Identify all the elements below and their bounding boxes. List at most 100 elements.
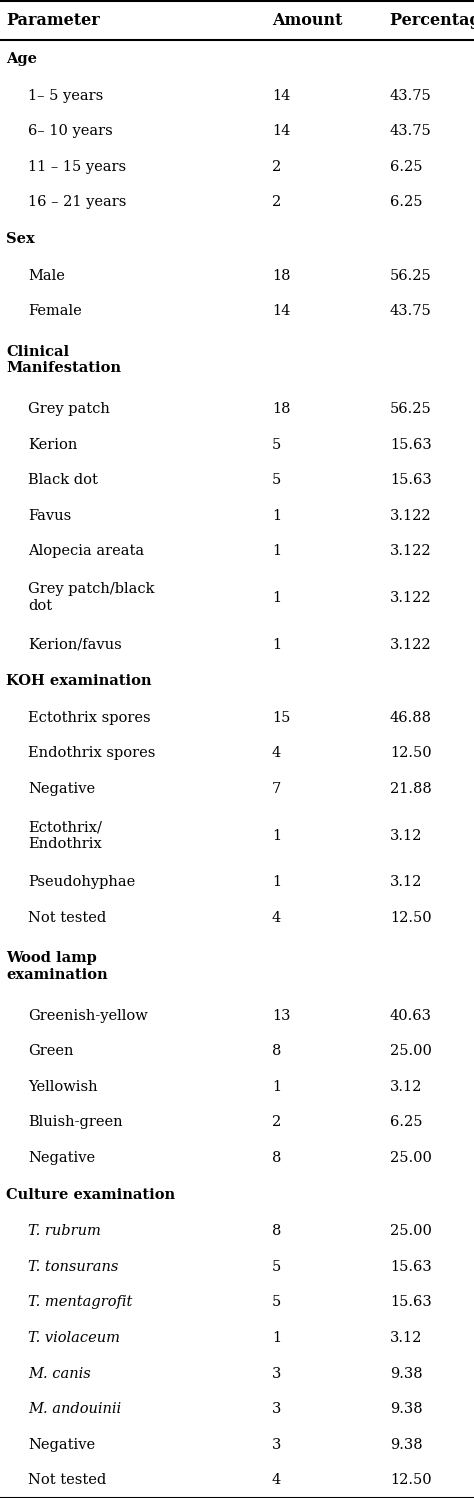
Text: 1: 1 (272, 828, 281, 843)
Text: 1– 5 years: 1– 5 years (28, 88, 103, 102)
Text: Female: Female (28, 304, 82, 318)
Text: 2: 2 (272, 160, 281, 174)
Text: 9.38: 9.38 (390, 1402, 423, 1416)
Text: 12.50: 12.50 (390, 746, 432, 761)
Text: Not tested: Not tested (28, 1473, 106, 1488)
Text: 43.75: 43.75 (390, 88, 432, 102)
Text: Grey patch: Grey patch (28, 401, 110, 416)
Text: 14: 14 (272, 304, 291, 318)
Text: 6.25: 6.25 (390, 160, 422, 174)
Text: 15.63: 15.63 (390, 473, 432, 487)
Text: 1: 1 (272, 590, 281, 605)
Text: 3.12: 3.12 (390, 1332, 422, 1345)
Text: 8: 8 (272, 1044, 282, 1058)
Text: M. andouinii: M. andouinii (28, 1402, 121, 1416)
Text: 15.63: 15.63 (390, 1260, 432, 1273)
Text: 3: 3 (272, 1438, 282, 1452)
Text: 25.00: 25.00 (390, 1224, 432, 1239)
Text: 5: 5 (272, 1296, 281, 1309)
Text: 5: 5 (272, 473, 281, 487)
Text: Bluish-green: Bluish-green (28, 1116, 123, 1129)
Text: 3.122: 3.122 (390, 590, 432, 605)
Text: 6.25: 6.25 (390, 195, 422, 210)
Text: 40.63: 40.63 (390, 1008, 432, 1023)
Text: 1: 1 (272, 1332, 281, 1345)
Text: 3: 3 (272, 1402, 282, 1416)
Text: 18: 18 (272, 268, 291, 283)
Text: 43.75: 43.75 (390, 124, 432, 138)
Text: KOH examination: KOH examination (6, 674, 152, 688)
Text: 9.38: 9.38 (390, 1366, 423, 1381)
Text: 3: 3 (272, 1366, 282, 1381)
Text: 3.12: 3.12 (390, 875, 422, 890)
Text: 43.75: 43.75 (390, 304, 432, 318)
Text: 21.88: 21.88 (390, 782, 432, 795)
Text: Kerion/favus: Kerion/favus (28, 638, 122, 652)
Text: Yellowish: Yellowish (28, 1080, 98, 1094)
Text: 8: 8 (272, 1150, 282, 1165)
Text: Green: Green (28, 1044, 73, 1058)
Text: Amount: Amount (272, 12, 343, 28)
Text: Ectothrix spores: Ectothrix spores (28, 712, 151, 725)
Text: 4: 4 (272, 911, 281, 924)
Text: 3.122: 3.122 (390, 509, 432, 523)
Text: Culture examination: Culture examination (6, 1188, 175, 1201)
Text: 15.63: 15.63 (390, 437, 432, 451)
Text: 11 – 15 years: 11 – 15 years (28, 160, 126, 174)
Text: Favus: Favus (28, 509, 71, 523)
Text: Clinical
Manifestation: Clinical Manifestation (6, 345, 121, 376)
Text: T. mentagrofit: T. mentagrofit (28, 1296, 132, 1309)
Text: 25.00: 25.00 (390, 1044, 432, 1058)
Text: 3.122: 3.122 (390, 638, 432, 652)
Text: 46.88: 46.88 (390, 712, 432, 725)
Text: 25.00: 25.00 (390, 1150, 432, 1165)
Text: T. tonsurans: T. tonsurans (28, 1260, 118, 1273)
Text: 9.38: 9.38 (390, 1438, 423, 1452)
Text: 2: 2 (272, 195, 281, 210)
Text: Kerion: Kerion (28, 437, 77, 451)
Text: 5: 5 (272, 437, 281, 451)
Text: Age: Age (6, 52, 37, 66)
Text: 3.12: 3.12 (390, 1080, 422, 1094)
Text: T. violaceum: T. violaceum (28, 1332, 120, 1345)
Text: 15: 15 (272, 712, 291, 725)
Text: 56.25: 56.25 (390, 401, 432, 416)
Text: T. rubrum: T. rubrum (28, 1224, 101, 1239)
Text: Male: Male (28, 268, 65, 283)
Text: 1: 1 (272, 1080, 281, 1094)
Text: 6– 10 years: 6– 10 years (28, 124, 113, 138)
Text: 6.25: 6.25 (390, 1116, 422, 1129)
Text: Alopecia areata: Alopecia areata (28, 544, 144, 559)
Text: 56.25: 56.25 (390, 268, 432, 283)
Text: 14: 14 (272, 124, 291, 138)
Text: Percentage (%): Percentage (%) (390, 12, 474, 28)
Text: 4: 4 (272, 746, 281, 761)
Text: 4: 4 (272, 1473, 281, 1488)
Text: Endothrix spores: Endothrix spores (28, 746, 155, 761)
Text: Sex: Sex (6, 232, 35, 246)
Text: M. canis: M. canis (28, 1366, 91, 1381)
Text: 7: 7 (272, 782, 281, 795)
Text: Greenish-yellow: Greenish-yellow (28, 1008, 148, 1023)
Text: 3.122: 3.122 (390, 544, 432, 559)
Text: 1: 1 (272, 544, 281, 559)
Text: Pseudohyphae: Pseudohyphae (28, 875, 135, 890)
Text: Not tested: Not tested (28, 911, 106, 924)
Text: Ectothrix/
Endothrix: Ectothrix/ Endothrix (28, 821, 102, 851)
Text: 18: 18 (272, 401, 291, 416)
Text: Wood lamp
examination: Wood lamp examination (6, 951, 108, 983)
Text: 3.12: 3.12 (390, 828, 422, 843)
Text: 13: 13 (272, 1008, 291, 1023)
Text: Grey patch/black
dot: Grey patch/black dot (28, 583, 155, 613)
Text: 1: 1 (272, 638, 281, 652)
Text: Parameter: Parameter (6, 12, 100, 28)
Text: 8: 8 (272, 1224, 282, 1239)
Text: 1: 1 (272, 875, 281, 890)
Text: 12.50: 12.50 (390, 911, 432, 924)
Text: Negative: Negative (28, 1150, 95, 1165)
Text: 1: 1 (272, 509, 281, 523)
Text: 14: 14 (272, 88, 291, 102)
Text: 12.50: 12.50 (390, 1473, 432, 1488)
Text: 16 – 21 years: 16 – 21 years (28, 195, 127, 210)
Text: Negative: Negative (28, 782, 95, 795)
